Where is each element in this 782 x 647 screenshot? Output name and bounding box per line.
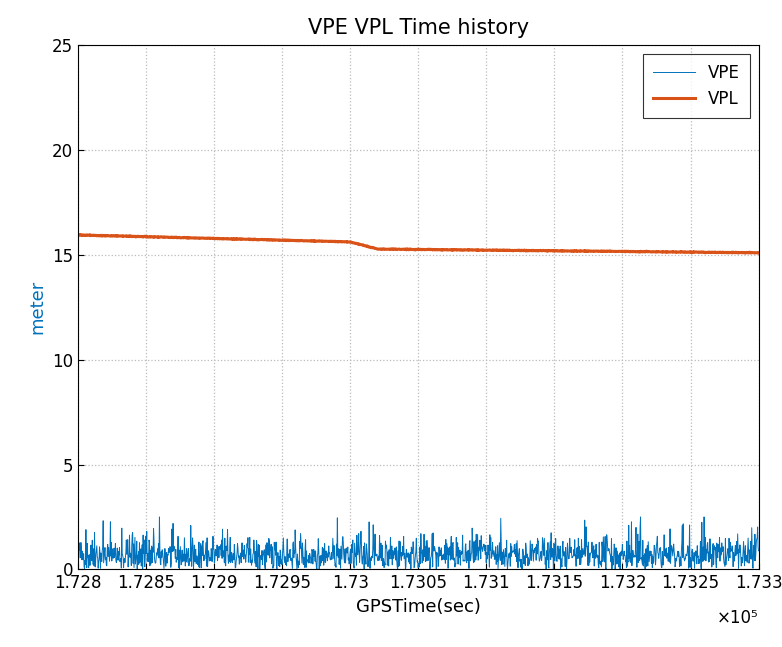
VPE <box>389 549 399 557</box>
VPL <box>754 249 763 257</box>
Title: VPE VPL Time history: VPE VPL Time history <box>308 18 529 38</box>
Y-axis label: meter: meter <box>29 280 47 334</box>
VPE <box>363 563 372 571</box>
VPL <box>377 245 386 253</box>
Text: ×10⁵: ×10⁵ <box>717 609 759 627</box>
VPE <box>74 548 83 556</box>
VPL <box>389 245 398 253</box>
VPL <box>127 232 136 240</box>
VPE <box>312 565 321 573</box>
VPE <box>377 543 386 551</box>
VPL <box>750 249 759 257</box>
VPE <box>754 547 763 554</box>
VPL <box>363 243 372 250</box>
VPE <box>154 540 163 547</box>
VPL <box>74 231 83 239</box>
Line: VPL: VPL <box>78 234 759 253</box>
VPE <box>461 556 471 564</box>
Line: VPE: VPE <box>78 517 759 569</box>
VPE <box>126 552 135 560</box>
X-axis label: GPSTime(sec): GPSTime(sec) <box>356 598 481 616</box>
VPL <box>154 234 163 241</box>
VPE <box>155 513 164 521</box>
Legend: VPE, VPL: VPE, VPL <box>644 54 750 118</box>
VPL <box>75 230 84 238</box>
VPL <box>461 246 471 254</box>
